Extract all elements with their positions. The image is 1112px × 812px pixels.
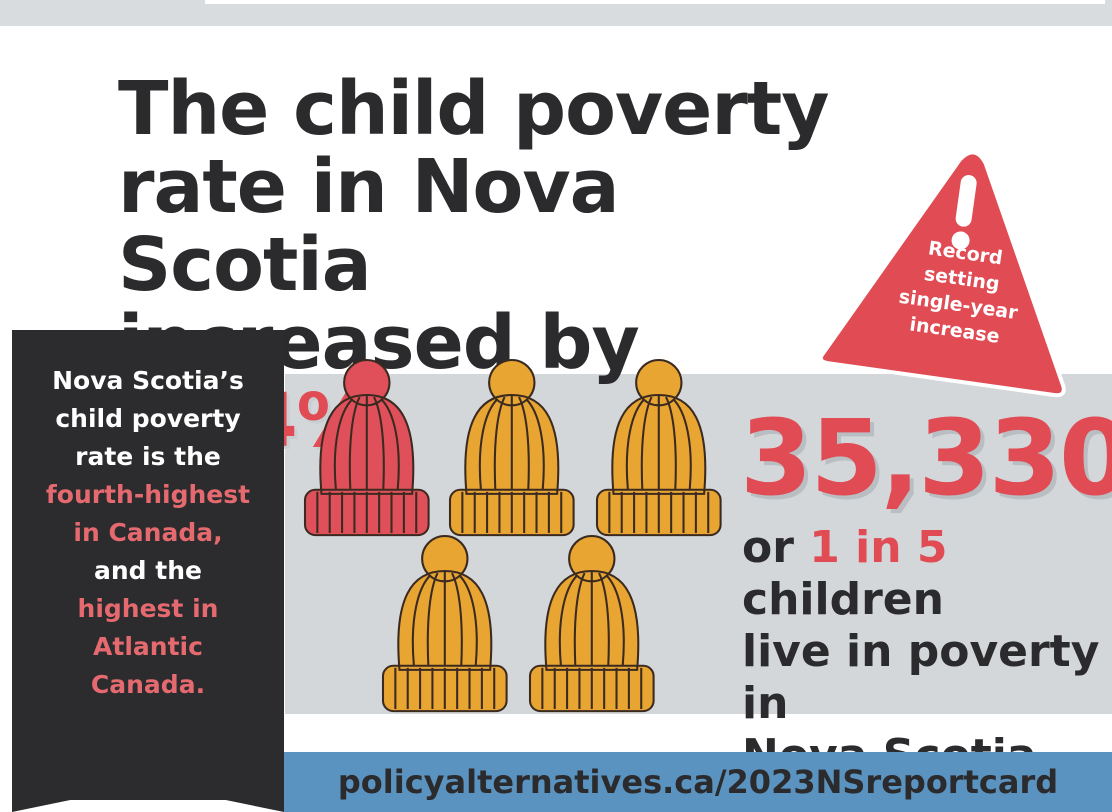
sidebar-line-5: in Canada,: [73, 518, 223, 547]
stat-prefix: or: [742, 522, 810, 573]
sidebar-panel: [12, 330, 284, 800]
sidebar-text: Nova Scotia’s child poverty rate is the …: [20, 362, 276, 704]
sidebar-line-6: and the: [94, 556, 202, 585]
top-band-edge: [205, 0, 1105, 4]
warning-triangle-icon: [820, 150, 1066, 398]
warning-label: Record setting single-year increase: [874, 229, 1047, 354]
footer-bar: [284, 752, 1112, 812]
sidebar-line-8: Atlantic: [93, 632, 203, 661]
stat-description: or 1 in 5 children live in poverty in No…: [742, 522, 1110, 782]
sidebar-line-9: Canada.: [90, 670, 206, 699]
sidebar-line-3: rate is the: [75, 442, 221, 471]
sidebar-line-1: Nova Scotia’s: [52, 366, 244, 395]
sidebar-line-2: child poverty: [55, 404, 241, 433]
stat-ratio: 1 in 5: [809, 522, 948, 573]
stat-line-1: or 1 in 5 children: [742, 522, 1110, 626]
stat-line-2: live in poverty in: [742, 626, 1100, 729]
stat-suffix: children: [742, 574, 944, 625]
sidebar-line-7: highest in: [77, 594, 219, 623]
report-url-link[interactable]: policyalternatives.ca/2023NSreportcard: [337, 763, 1059, 801]
sidebar-ribbon-tail: [12, 750, 284, 812]
children-count: 35,330: [740, 397, 1112, 519]
sidebar-line-4: fourth-highest: [45, 480, 251, 509]
headline-line-1: The child poverty: [118, 66, 829, 152]
headline-line-2: rate in Nova Scotia: [118, 144, 620, 308]
